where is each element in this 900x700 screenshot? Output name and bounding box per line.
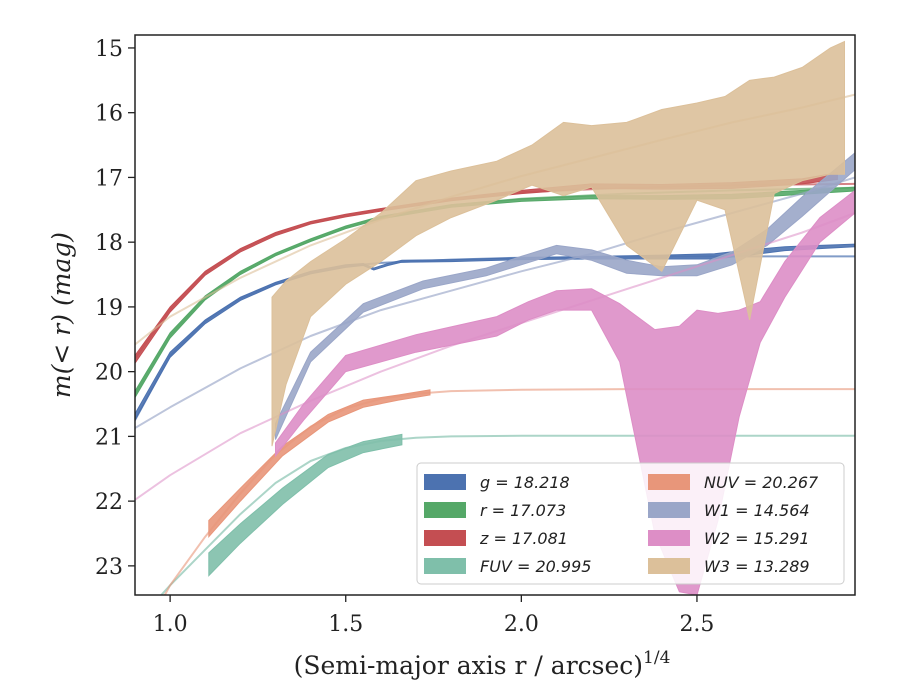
legend-label: z = 17.081 xyxy=(479,529,568,548)
x-tick-label: 2.0 xyxy=(504,612,539,637)
y-tick-label: 19 xyxy=(95,296,123,321)
x-axis-label: (Semi-major axis r / arcsec)1/4 xyxy=(294,648,671,680)
y-tick-label: 15 xyxy=(95,37,123,62)
legend-label: W2 = 15.291 xyxy=(704,529,810,548)
legend-swatch xyxy=(648,474,690,490)
r-data-band xyxy=(135,186,855,399)
legend-swatch xyxy=(648,558,690,574)
x-axis-label-exponent: 1/4 xyxy=(643,648,670,668)
w3-data-band xyxy=(271,40,845,447)
legend-swatch xyxy=(648,530,690,546)
y-tick-label: 20 xyxy=(95,361,123,386)
w3-model-curve xyxy=(135,93,855,346)
fuv-data-band xyxy=(208,433,403,577)
legend-items: g = 18.218 r = 17.073 z = 17.081 FUV = 20.9… xyxy=(424,473,819,576)
fuv-model-curve xyxy=(159,434,855,595)
w1-data-band xyxy=(275,152,855,440)
legend-swatch xyxy=(424,474,466,490)
y-axis: 15 16 17 18 19 20 21 22 23 xyxy=(95,37,135,580)
y-tick-label: 22 xyxy=(95,490,123,515)
legend-label: FUV = 20.995 xyxy=(480,557,591,576)
legend-swatch xyxy=(424,558,466,574)
y-tick-label: 23 xyxy=(95,555,123,580)
y-tick-label: 16 xyxy=(95,102,123,127)
legend-swatch xyxy=(424,530,466,546)
legend: g = 18.218 r = 17.073 z = 17.081 FUV = 20.9… xyxy=(416,462,845,585)
legend-swatch xyxy=(648,502,690,518)
x-tick-label: 1.5 xyxy=(328,612,363,637)
legend-label: NUV = 20.267 xyxy=(704,473,819,492)
legend-swatch xyxy=(424,502,466,518)
nuv-data-band xyxy=(208,389,431,539)
x-tick-label: 2.5 xyxy=(679,612,714,637)
y-tick-label: 18 xyxy=(95,231,123,256)
legend-label: W3 = 13.289 xyxy=(704,557,810,576)
legend-box xyxy=(416,462,845,585)
x-axis-label-main: (Semi-major axis r / arcsec) xyxy=(294,651,643,680)
plot-frame xyxy=(134,34,856,596)
y-tick-label: 21 xyxy=(95,425,123,450)
legend-label: W1 = 14.564 xyxy=(704,501,810,520)
x-axis: 1.0 1.5 2.0 2.5 xyxy=(153,595,714,637)
nuv-model-curve xyxy=(163,388,855,595)
y-axis-label: m(< r) (mag) xyxy=(47,232,76,398)
legend-label: g = 18.218 xyxy=(480,473,570,492)
x-tick-label: 1.0 xyxy=(153,612,188,637)
y-tick-label: 17 xyxy=(95,166,123,191)
legend-label: r = 17.073 xyxy=(480,501,566,520)
